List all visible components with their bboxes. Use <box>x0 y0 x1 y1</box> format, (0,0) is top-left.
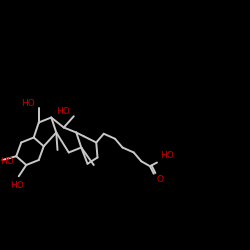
Text: HO: HO <box>0 157 14 166</box>
Text: O: O <box>156 175 163 184</box>
Text: HO: HO <box>10 180 24 190</box>
Text: HO: HO <box>56 107 70 116</box>
Text: HO: HO <box>21 98 35 108</box>
Text: HO: HO <box>160 152 174 160</box>
